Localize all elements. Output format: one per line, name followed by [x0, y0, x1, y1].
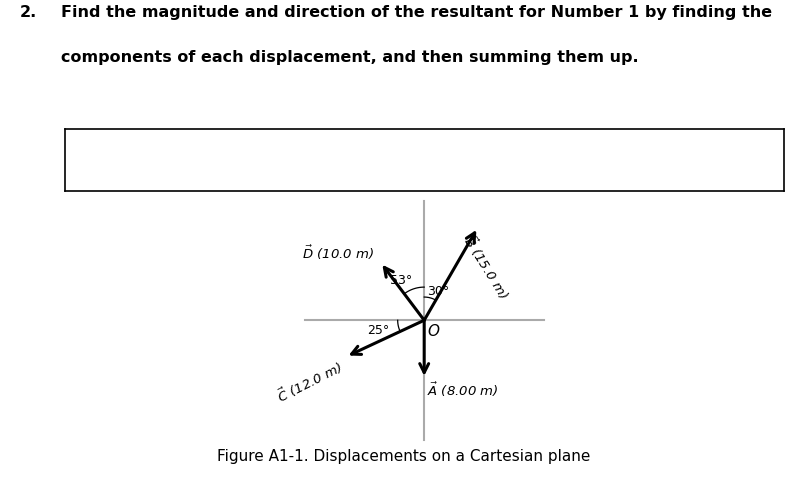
Text: $\vec{C}$ (12.0 m): $\vec{C}$ (12.0 m): [274, 357, 345, 406]
Text: $\vec{A}$ (8.00 m): $\vec{A}$ (8.00 m): [427, 381, 499, 399]
Text: Find the magnitude and direction of the resultant for Number 1 by finding the: Find the magnitude and direction of the …: [61, 5, 772, 20]
Text: 53°: 53°: [390, 274, 412, 287]
Text: components of each displacement, and then summing them up.: components of each displacement, and the…: [61, 51, 638, 65]
Text: 25°: 25°: [367, 324, 389, 337]
Text: $\vec{D}$ (10.0 m): $\vec{D}$ (10.0 m): [302, 244, 374, 262]
Text: 30°: 30°: [427, 285, 449, 298]
Text: O: O: [428, 325, 440, 339]
Text: Figure A1-1. Displacements on a Cartesian plane: Figure A1-1. Displacements on a Cartesia…: [217, 449, 591, 464]
Text: $\vec{B}$ (15.0 m): $\vec{B}$ (15.0 m): [460, 233, 513, 303]
Text: 2.: 2.: [20, 5, 37, 20]
